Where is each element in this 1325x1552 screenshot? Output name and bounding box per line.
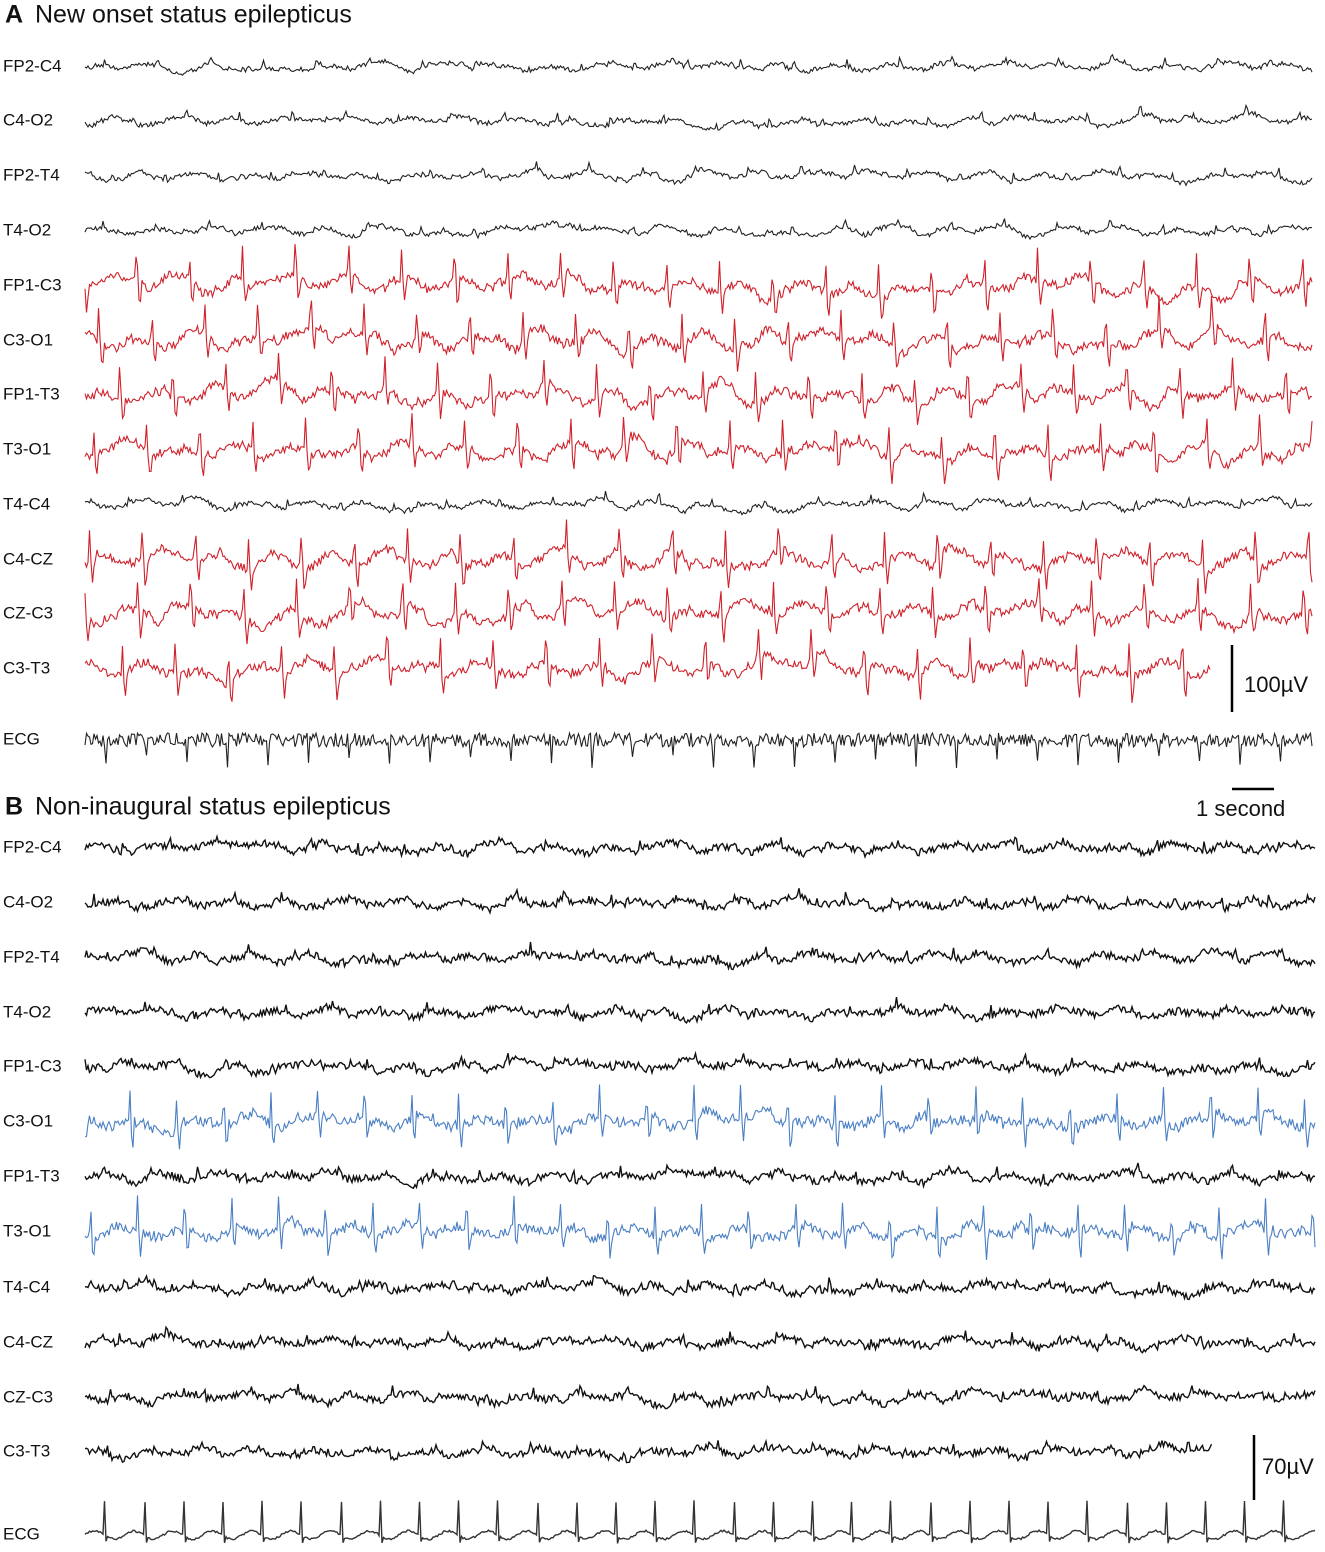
channel-label: T4-C4 (3, 494, 50, 513)
channel-label: T4-O2 (3, 1002, 51, 1021)
eeg-trace (84, 1274, 1316, 1301)
channel-label: FP1-C3 (3, 275, 62, 294)
amplitude-scale: 70µV (1262, 1454, 1314, 1479)
channel-label: FP2-T4 (3, 165, 60, 184)
channel-label: C4-CZ (3, 1332, 53, 1351)
channel-label: C3-T3 (3, 1441, 50, 1460)
eeg-trace (84, 490, 1313, 516)
eeg-trace (84, 996, 1316, 1024)
channel-label: T3-O1 (3, 1221, 51, 1240)
channel-label: FP1-T3 (3, 1166, 60, 1185)
channel-label: CZ-C3 (3, 603, 53, 622)
eeg-trace (84, 834, 1316, 859)
eeg-trace (84, 103, 1313, 131)
panel-letter: A (5, 1, 23, 29)
eeg-trace (84, 413, 1313, 484)
eeg-trace (84, 1162, 1316, 1190)
channel-label: FP1-T3 (3, 384, 60, 403)
channel-label: FP2-C4 (3, 56, 62, 75)
eeg-trace (84, 941, 1316, 971)
eeg-trace (84, 352, 1313, 425)
channel-label: C4-CZ (3, 549, 53, 568)
amplitude-scale: 100µV (1244, 672, 1308, 697)
channel-label: CZ-C3 (3, 1387, 53, 1406)
eeg-trace (84, 1383, 1316, 1411)
channel-label: ECG (3, 729, 40, 748)
channel-label: T3-O1 (3, 439, 51, 458)
time-scale: 1 second (1196, 796, 1285, 821)
eeg-trace (84, 1050, 1316, 1080)
panel-title: New onset status epilepticus (35, 1, 352, 29)
channel-label: T4-C4 (3, 1277, 50, 1296)
eeg-trace (84, 160, 1313, 187)
eeg-trace (84, 53, 1313, 76)
eeg-trace (84, 1084, 1316, 1150)
eeg-trace (84, 629, 1211, 703)
eeg-trace (84, 887, 1316, 915)
channel-label: T4-O2 (3, 220, 51, 239)
eeg-trace (84, 244, 1313, 319)
channel-label: C3-O1 (3, 1111, 53, 1130)
eeg-trace (84, 1325, 1316, 1354)
channel-label: C4-O2 (3, 110, 53, 129)
channel-label: FP2-C4 (3, 837, 62, 856)
eeg-trace (84, 578, 1313, 645)
eeg-trace (84, 1195, 1316, 1260)
eeg-trace (84, 218, 1313, 241)
channel-label: C3-O1 (3, 330, 53, 349)
eeg-trace (84, 1438, 1213, 1464)
eeg-trace (84, 295, 1313, 372)
panel-title: Non-inaugural status epilepticus (35, 793, 391, 821)
panel-letter: B (5, 793, 23, 821)
channel-label: C3-T3 (3, 658, 50, 677)
eeg-trace (84, 519, 1313, 594)
eeg-trace (84, 1500, 1316, 1544)
channel-label: FP2-T4 (3, 947, 60, 966)
channel-label: ECG (3, 1524, 40, 1543)
channel-label: FP1-C3 (3, 1056, 62, 1075)
eeg-trace (84, 731, 1313, 769)
channel-label: C4-O2 (3, 892, 53, 911)
